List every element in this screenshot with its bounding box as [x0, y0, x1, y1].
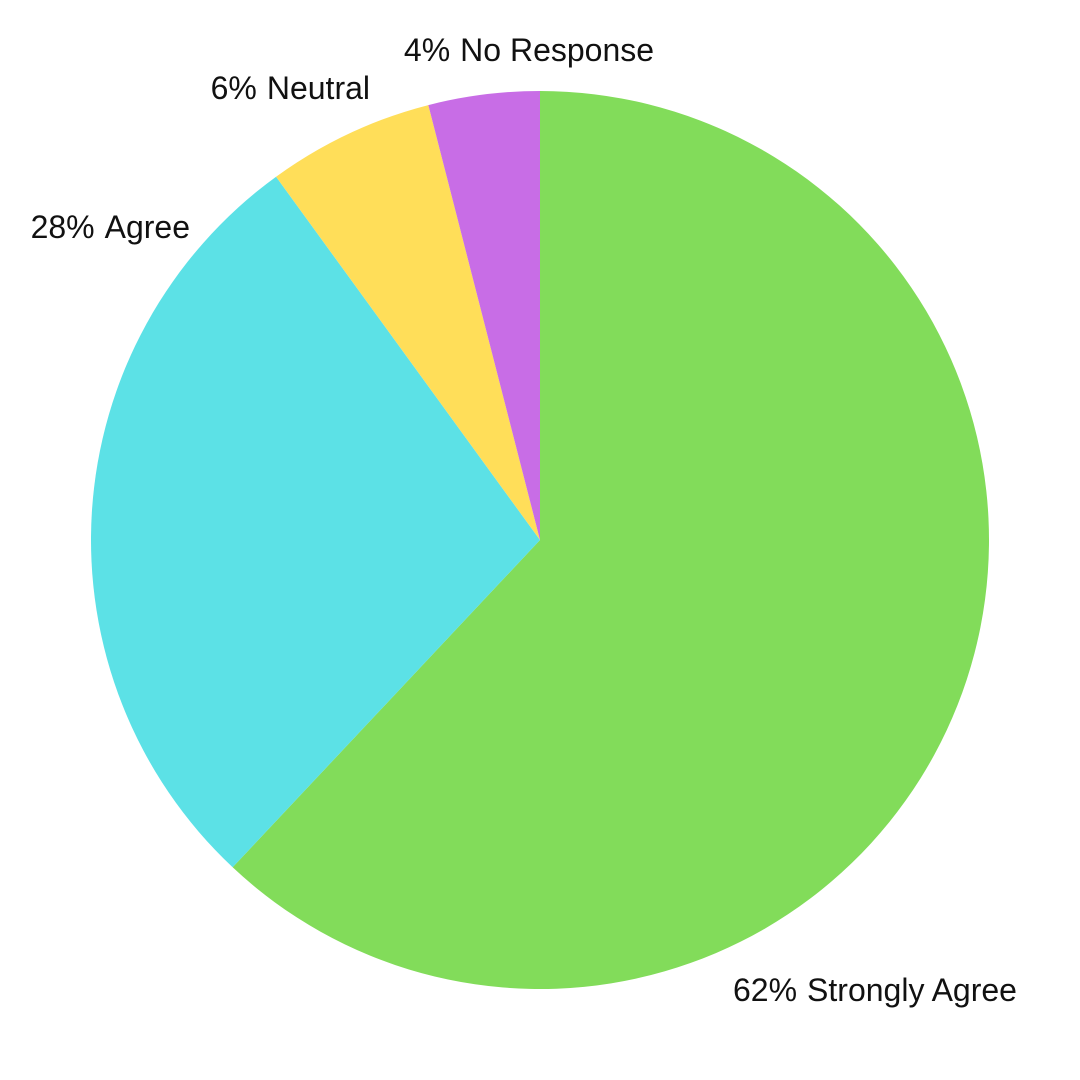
- slice-category-label: Agree: [105, 209, 190, 245]
- slice-label: 28% Agree: [31, 209, 190, 245]
- slice-category-label: No Response: [460, 32, 654, 68]
- pie-slice: [276, 105, 540, 540]
- pie-slice: [428, 91, 540, 540]
- pie-slice: [232, 91, 990, 990]
- pie-slice: [90, 176, 540, 868]
- slice-label: 4% No Response: [404, 32, 654, 68]
- slice-label: 6% Neutral: [211, 70, 370, 106]
- slice-value-label: 62%: [733, 972, 797, 1008]
- slice-value-label: 6%: [211, 70, 257, 106]
- slice-category-label: Strongly Agree: [807, 972, 1017, 1008]
- slice-value-label: 28%: [31, 209, 95, 245]
- slice-value-label: 4%: [404, 32, 450, 68]
- slice-label: 62% Strongly Agree: [733, 972, 1017, 1008]
- slice-category-label: Neutral: [267, 70, 370, 106]
